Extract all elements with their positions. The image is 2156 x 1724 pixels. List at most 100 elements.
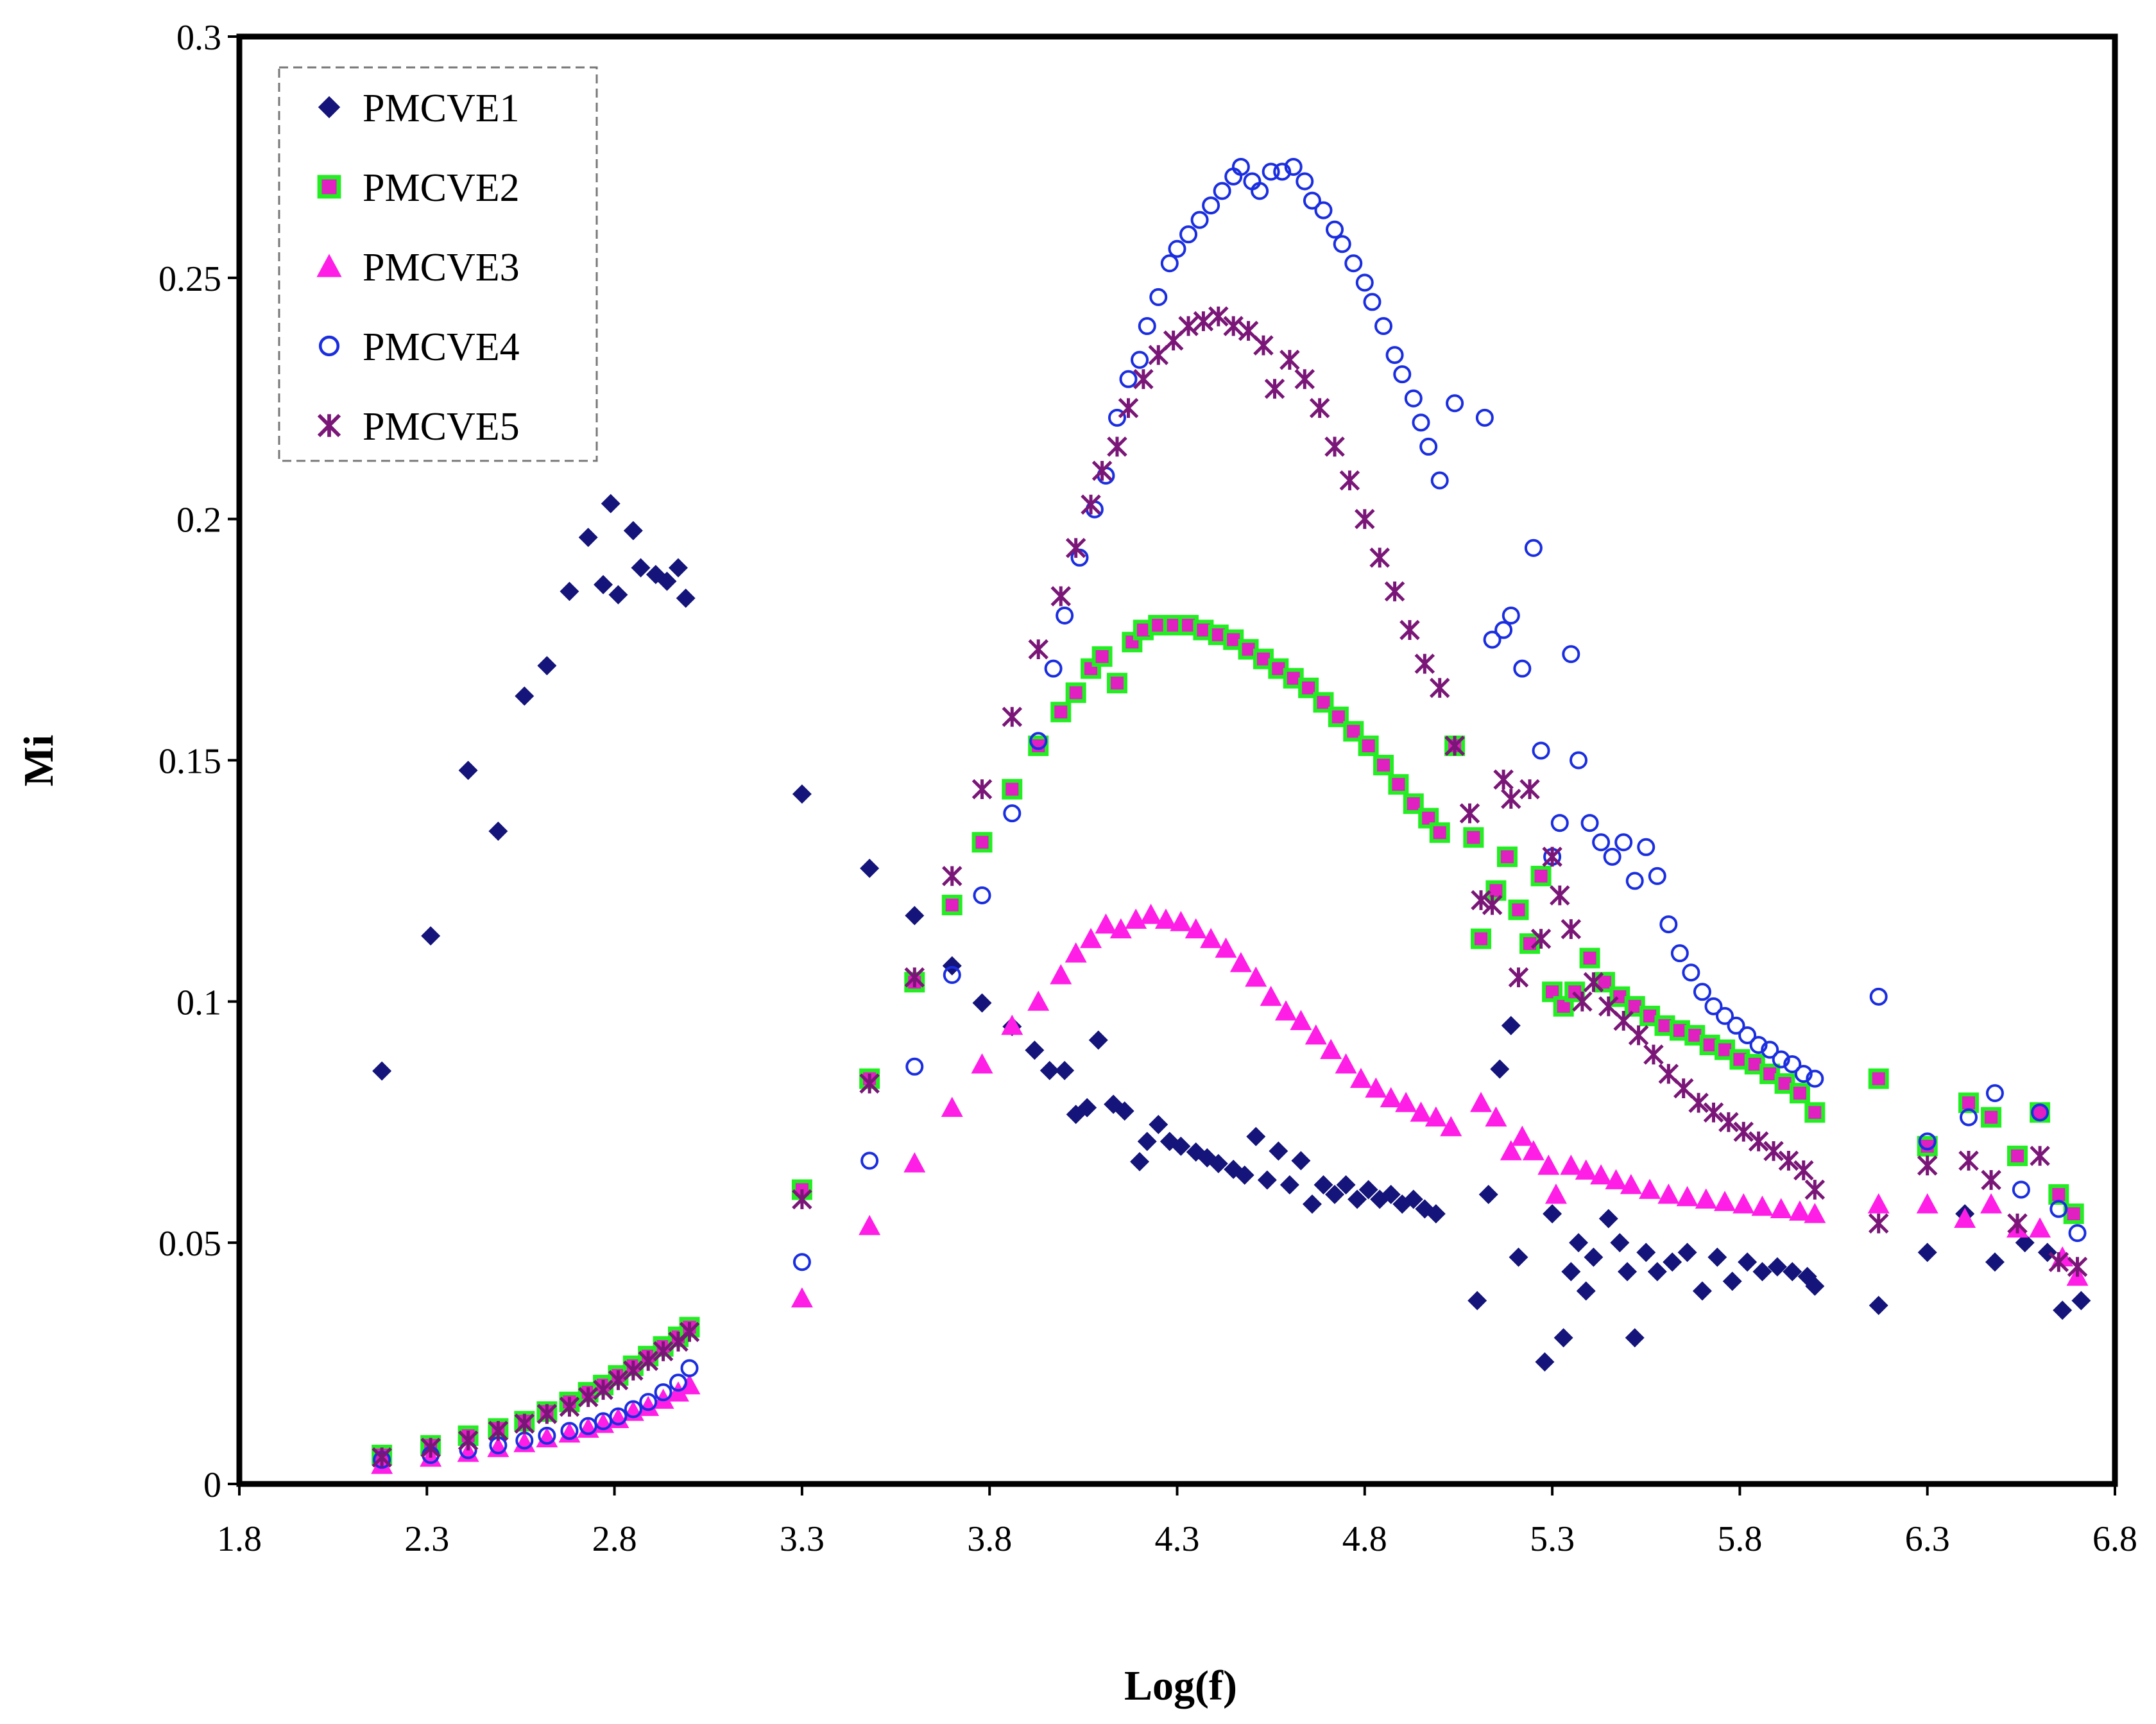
point-pmcve3 [971, 1053, 993, 1074]
point-pmcve3 [1537, 1154, 1560, 1175]
point-pmcve4 [1412, 413, 1430, 432]
point-pmcve4 [1273, 162, 1292, 181]
point-pmcve5 [1193, 311, 1214, 332]
point-pmcve1 [515, 686, 535, 706]
point-pmcve2 [1804, 1102, 1826, 1123]
y-tick-label: 0.1 [176, 983, 221, 1022]
point-pmcve5 [1028, 639, 1048, 660]
point-pmcve5 [1763, 1141, 1784, 1162]
point-pmcve4 [1648, 866, 1666, 885]
y-tick-label: 0.05 [158, 1224, 221, 1264]
point-pmcve1 [1553, 1328, 1573, 1348]
point-pmcve1 [1584, 1247, 1604, 1267]
point-pmcve3 [1500, 1140, 1522, 1160]
point-pmcve2 [1358, 735, 1379, 756]
point-pmcve1 [1647, 1262, 1667, 1282]
point-pmcve1 [488, 821, 508, 841]
point-pmcve1 [1738, 1252, 1758, 1272]
point-pmcve1 [1722, 1271, 1742, 1291]
point-pmcve1 [1025, 1040, 1045, 1060]
point-pmcve1 [1917, 1243, 1937, 1263]
point-pmcve4 [905, 1057, 924, 1076]
point-pmcve1 [668, 558, 688, 578]
point-pmcve5 [1414, 653, 1435, 674]
point-pmcve4 [1385, 346, 1404, 365]
point-pmcve4 [2068, 1224, 2087, 1243]
point-pmcve1 [1618, 1262, 1638, 1282]
point-pmcve5 [514, 1413, 535, 1434]
point-pmcve5 [2067, 1256, 2088, 1277]
point-pmcve3 [1095, 913, 1117, 934]
point-pmcve5 [1917, 1155, 1938, 1176]
point-pmcve5 [1748, 1131, 1769, 1152]
point-pmcve1 [1348, 1189, 1367, 1209]
point-pmcve4 [1562, 645, 1580, 664]
point-pmcve4 [1659, 915, 1678, 934]
point-pmcve3 [1305, 1024, 1327, 1045]
point-pmcve1 [1869, 1295, 1888, 1315]
point-pmcve5 [1519, 779, 1540, 800]
x-tick-label: 1.8 [217, 1519, 262, 1559]
point-pmcve5 [1339, 470, 1360, 491]
point-pmcve2 [1429, 822, 1450, 843]
point-pmcve3 [859, 1214, 881, 1236]
x-axis-title: Log(f) [1124, 1662, 1237, 1709]
point-pmcve3 [1425, 1106, 1447, 1127]
point-pmcve2 [1508, 899, 1529, 920]
point-pmcve4 [1044, 659, 1063, 678]
point-pmcve3 [1349, 1067, 1372, 1089]
legend-marker-pmcve3 [316, 254, 342, 277]
point-pmcve4 [1494, 621, 1513, 639]
point-pmcve5 [1133, 368, 1154, 390]
point-pmcve5 [1550, 885, 1570, 906]
point-pmcve5 [1459, 803, 1480, 823]
point-pmcve3 [1185, 918, 1207, 939]
point-pmcve2 [1091, 646, 1113, 667]
legend-marker-pmcve5 [317, 413, 341, 438]
point-pmcve4 [1419, 437, 1438, 456]
point-pmcve4 [1580, 814, 1599, 832]
point-pmcve5 [2030, 1146, 2050, 1166]
point-pmcve2 [1002, 779, 1023, 800]
point-pmcve3 [1440, 1116, 1462, 1137]
point-pmcve1 [1752, 1262, 1772, 1282]
point-pmcve1 [1543, 1204, 1562, 1224]
point-pmcve4 [1570, 751, 1588, 770]
point-pmcve2 [1579, 947, 1600, 969]
point-pmcve1 [1291, 1151, 1311, 1171]
point-pmcve4 [1393, 365, 1412, 384]
point-pmcve5 [536, 1404, 558, 1424]
point-pmcve1 [1208, 1153, 1228, 1173]
point-pmcve4 [1251, 182, 1269, 200]
point-pmcve1 [1055, 1060, 1075, 1080]
point-pmcve1 [537, 656, 557, 676]
point-pmcve4 [1749, 1035, 1768, 1054]
point-pmcve3 [1544, 1184, 1567, 1204]
point-pmcve3 [1804, 1203, 1826, 1223]
point-pmcve1 [1040, 1060, 1059, 1080]
point-pmcve1 [657, 571, 677, 591]
point-pmcve1 [594, 574, 613, 594]
point-pmcve2 [1373, 755, 1394, 776]
point-pmcve5 [1264, 378, 1285, 399]
point-pmcve5 [1355, 508, 1375, 530]
point-pmcve2 [941, 895, 963, 915]
point-pmcve3 [1215, 937, 1237, 958]
point-pmcve5 [1294, 368, 1315, 390]
point-pmcve5 [1002, 707, 1023, 727]
point-pmcve5 [1081, 494, 1101, 515]
y-tick-label: 0.3 [176, 18, 221, 58]
point-pmcve1 [1576, 1281, 1596, 1301]
point-pmcve3 [1290, 1010, 1312, 1030]
point-pmcve4 [1003, 804, 1022, 823]
point-pmcve5 [1542, 847, 1562, 867]
point-pmcve4 [1682, 963, 1700, 982]
point-pmcve3 [1380, 1087, 1402, 1108]
point-pmcve1 [1246, 1126, 1266, 1146]
point-pmcve4 [1168, 239, 1186, 258]
point-pmcve1 [1336, 1175, 1356, 1194]
x-tick-label: 3.8 [967, 1519, 1012, 1559]
point-pmcve5 [608, 1370, 629, 1391]
point-pmcve5 [1208, 306, 1229, 327]
